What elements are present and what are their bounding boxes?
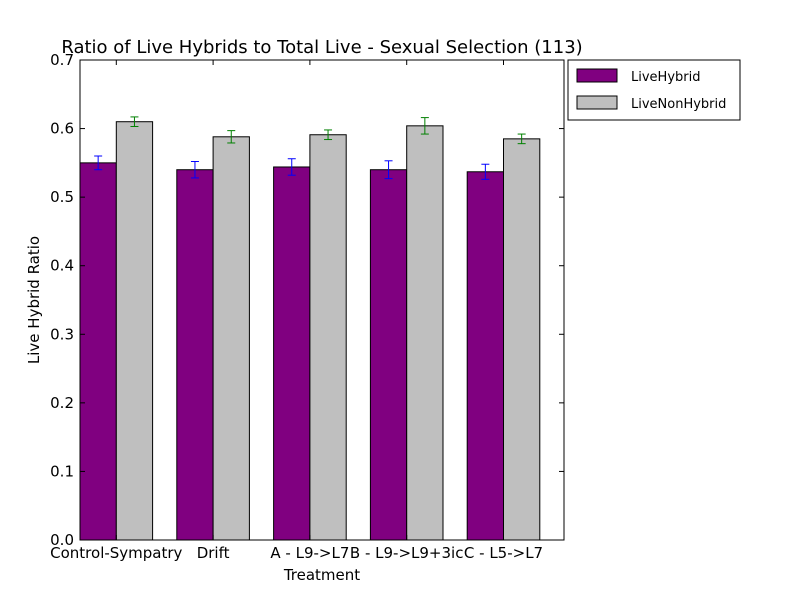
plot-frame xyxy=(79,59,565,541)
y-tick-label: 0.0 xyxy=(50,531,74,549)
y-tick-label: 0.3 xyxy=(50,325,74,343)
x-axis-label: Treatment xyxy=(283,566,360,584)
y-tick-label: 0.2 xyxy=(50,394,74,412)
bar-LiveHybrid-3 xyxy=(369,169,408,541)
y-tick-label: 0.6 xyxy=(50,120,74,138)
bar-LiveNonHybrid-1 xyxy=(212,136,250,541)
error-bars-layer xyxy=(94,116,526,180)
bar-LiveHybrid-4 xyxy=(466,171,505,541)
y-tick-label: 0.1 xyxy=(50,462,74,480)
bar-LiveNonHybrid-3 xyxy=(406,125,444,541)
bar-LiveNonHybrid-4 xyxy=(503,138,541,541)
legend-label-LiveHybrid: LiveHybrid xyxy=(631,70,700,85)
x-tick-label: B - L9->L9+3ic xyxy=(350,544,464,562)
x-tick-label: Control-Sympatry xyxy=(50,544,182,562)
bar-LiveHybrid-0 xyxy=(79,162,117,541)
y-tick-label: 0.7 xyxy=(50,51,74,69)
bar-LiveNonHybrid-0 xyxy=(115,121,154,541)
bar-LiveHybrid-2 xyxy=(273,166,311,541)
x-tick-label: Drift xyxy=(197,544,230,562)
x-axis: Control-Sympatry Drift A - L9->L7 B - L9->L… xyxy=(50,60,543,562)
x-tick-label: A - L9->L7 xyxy=(270,544,349,562)
y-axis: 0.0 0.1 0.2 0.3 0.4 0.5 0.6 0.7 xyxy=(50,51,564,549)
bar-LiveHybrid-1 xyxy=(176,169,214,541)
legend-swatch-LiveHybrid xyxy=(576,68,618,83)
legend-swatch-LiveNonHybrid xyxy=(576,95,618,110)
x-tick-label: C - L5->L7 xyxy=(464,544,543,562)
y-tick-label: 0.5 xyxy=(50,188,74,206)
y-axis-label: Live Hybrid Ratio xyxy=(25,236,43,364)
bars-layer xyxy=(79,121,541,541)
chart-title: Ratio of Live Hybrids to Total Live - Se… xyxy=(61,37,582,58)
legend: LiveHybrid LiveNonHybrid xyxy=(567,59,741,121)
legend-label-LiveNonHybrid: LiveNonHybrid xyxy=(631,97,726,112)
bar-LiveNonHybrid-2 xyxy=(309,134,347,541)
y-tick-label: 0.4 xyxy=(50,257,74,275)
